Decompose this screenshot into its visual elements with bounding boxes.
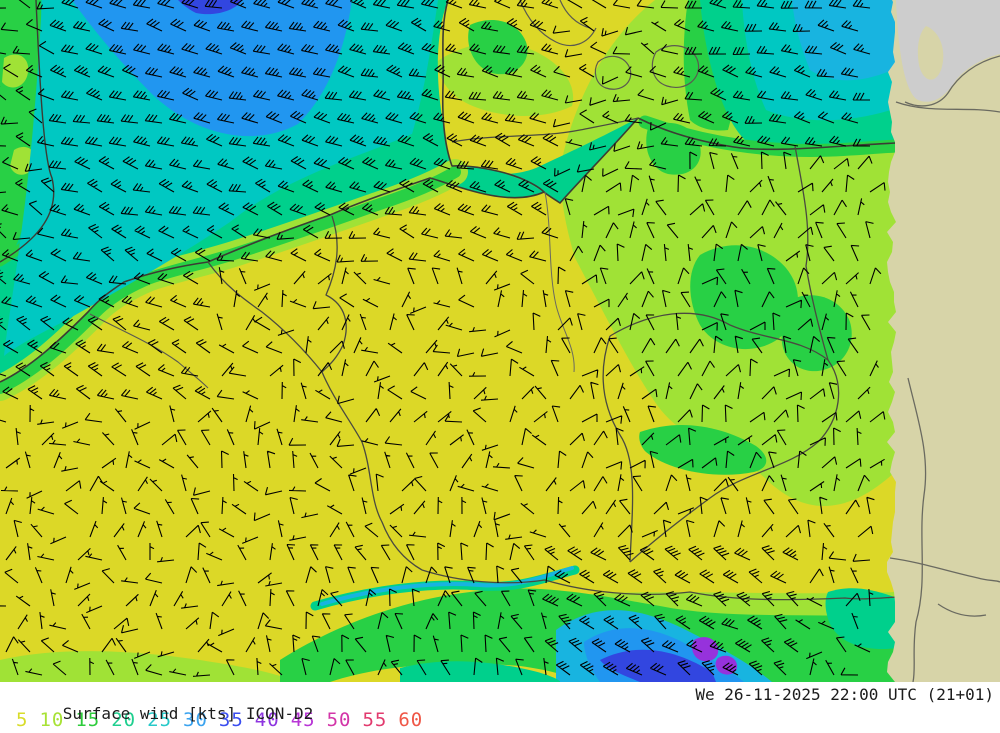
baltic-coastline xyxy=(637,117,898,151)
pl-oder-border xyxy=(794,145,829,361)
be-de-border xyxy=(207,261,323,373)
alpine-south-border xyxy=(421,569,898,601)
weather-map xyxy=(0,0,1000,682)
outside-coast-line-2 xyxy=(895,101,1000,113)
footer-bar: Surface wind [kts] ICON-D2 We 26-11-2025… xyxy=(0,682,1000,733)
outside-border-low xyxy=(937,603,987,617)
denmark-west-coast xyxy=(441,0,545,193)
out-of-domain-area xyxy=(887,0,1000,682)
legend-value-35: 35 xyxy=(218,709,244,731)
legend-value-50: 50 xyxy=(326,709,352,731)
legend-value-15: 15 xyxy=(75,709,101,731)
elbe-river xyxy=(544,191,575,373)
sea-teal xyxy=(4,0,438,356)
map-title: Surface wind [kts] ICON-D2 xyxy=(62,704,314,723)
beige-hook-island xyxy=(917,26,944,80)
england-coastline xyxy=(0,0,55,263)
legend-value-60: 60 xyxy=(398,709,424,731)
denmark-green xyxy=(468,20,528,75)
legend-value-25: 25 xyxy=(147,709,173,731)
legend-value-10: 10 xyxy=(39,709,65,731)
legend-value-5: 5 xyxy=(16,709,29,731)
outside-border-horizontal xyxy=(889,557,1000,583)
north-sea-blue-core xyxy=(72,0,352,137)
alps-purple-spot-1 xyxy=(692,637,719,662)
southeast-tealgreen-patch xyxy=(825,588,897,649)
fr-be-border xyxy=(89,313,209,389)
fr-de-rhine-border xyxy=(321,371,423,571)
legend-value-30: 30 xyxy=(183,709,208,731)
gray-sea-top-right xyxy=(896,0,1000,102)
baltic-cyan-core xyxy=(792,0,897,81)
alpine-cyan-streak xyxy=(320,566,574,606)
legend-value-45: 45 xyxy=(290,709,316,731)
southwest-chartreuse xyxy=(0,651,296,682)
nl-de-border xyxy=(321,215,347,373)
sjaelland-island-outline xyxy=(651,45,700,88)
cz-border-east xyxy=(609,312,840,563)
baltic-coast-green-band xyxy=(638,115,904,158)
legend-scale: 5 10 15 20 25 30 35 40 45 50 55 60 xyxy=(0,707,1000,731)
outside-coast-line-1 xyxy=(904,55,1000,107)
outside-border-vertical xyxy=(907,377,927,682)
valid-time-label: We 26-11-2025 22:00 UTC (21+01) xyxy=(695,685,994,704)
legend-value-20: 20 xyxy=(111,709,137,731)
legend-value-40: 40 xyxy=(254,709,280,731)
saxony-green xyxy=(639,424,767,475)
bottom-teal-streak xyxy=(400,661,560,682)
legend-value-55: 55 xyxy=(362,709,388,731)
denmark-east-squiggle xyxy=(519,0,597,47)
bight-sea xyxy=(452,118,638,203)
england-field-1 xyxy=(2,54,29,88)
footer-title-row: Surface wind [kts] ICON-D2 We 26-11-2025… xyxy=(0,682,1000,723)
wind-barbs xyxy=(0,0,886,677)
out-of-domain-land xyxy=(887,0,1000,682)
wind-barb-strokes xyxy=(0,0,886,677)
fyn-island-outline xyxy=(594,55,632,90)
cz-border-west xyxy=(602,335,634,563)
